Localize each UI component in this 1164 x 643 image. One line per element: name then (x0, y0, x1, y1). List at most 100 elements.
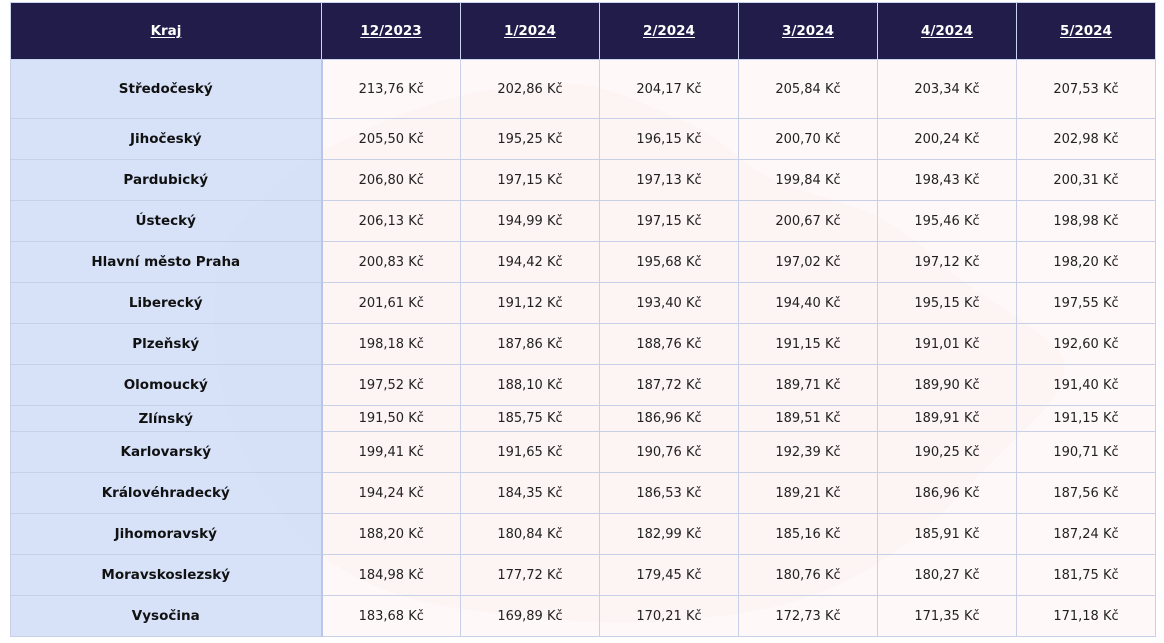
price-cell: 204,17 Kč (599, 59, 739, 119)
region-name-cell: Vysočina (10, 595, 323, 637)
price-cell: 205,50 Kč (321, 118, 461, 160)
price-cell: 191,01 Kč (877, 323, 1017, 365)
header-row: Kraj 12/2023 1/2024 2/2024 3/2024 4/2024… (10, 2, 1156, 60)
region-name-cell: Karlovarský (10, 431, 323, 473)
price-cell: 195,68 Kč (599, 241, 739, 283)
price-cell: 197,15 Kč (460, 159, 600, 201)
price-cell: 194,42 Kč (460, 241, 600, 283)
price-cell: 199,41 Kč (321, 431, 461, 473)
price-cell: 189,90 Kč (877, 364, 1017, 406)
region-name-cell: Pardubický (10, 159, 323, 201)
table-row: Jihočeský 205,50 Kč 195,25 Kč 196,15 Kč … (10, 118, 1156, 160)
price-cell: 191,50 Kč (321, 405, 461, 432)
region-name-cell: Ústecký (10, 200, 323, 242)
table-row: Královéhradecký 194,24 Kč 184,35 Kč 186,… (10, 472, 1156, 514)
region-name-cell: Olomoucký (10, 364, 323, 406)
price-cell: 189,21 Kč (738, 472, 878, 514)
price-cell: 206,80 Kč (321, 159, 461, 201)
price-cell: 195,15 Kč (877, 282, 1017, 324)
price-cell: 183,68 Kč (321, 595, 461, 637)
price-cell: 200,83 Kč (321, 241, 461, 283)
price-cell: 191,15 Kč (738, 323, 878, 365)
price-cell: 199,84 Kč (738, 159, 878, 201)
table-row: Hlavní město Praha 200,83 Kč 194,42 Kč 1… (10, 241, 1156, 283)
price-cell: 169,89 Kč (460, 595, 600, 637)
price-cell: 202,86 Kč (460, 59, 600, 119)
price-cell: 197,12 Kč (877, 241, 1017, 283)
table-row: Liberecký 201,61 Kč 191,12 Kč 193,40 Kč … (10, 282, 1156, 324)
price-cell: 195,25 Kč (460, 118, 600, 160)
table-row: Karlovarský 199,41 Kč 191,65 Kč 190,76 K… (10, 431, 1156, 473)
price-cell: 198,18 Kč (321, 323, 461, 365)
price-cell: 186,53 Kč (599, 472, 739, 514)
price-cell: 172,73 Kč (738, 595, 878, 637)
header-month[interactable]: 2/2024 (599, 2, 739, 60)
region-name-cell: Jihomoravský (10, 513, 323, 555)
table-row: Olomoucký 197,52 Kč 188,10 Kč 187,72 Kč … (10, 364, 1156, 406)
price-cell: 185,75 Kč (460, 405, 600, 432)
price-cell: 191,12 Kč (460, 282, 600, 324)
table-row: Plzeňský 198,18 Kč 187,86 Kč 188,76 Kč 1… (10, 323, 1156, 365)
price-cell: 181,75 Kč (1016, 554, 1156, 596)
price-cell: 200,24 Kč (877, 118, 1017, 160)
price-cell: 190,71 Kč (1016, 431, 1156, 473)
price-cell: 201,61 Kč (321, 282, 461, 324)
header-kraj[interactable]: Kraj (10, 2, 322, 60)
price-cell: 190,25 Kč (877, 431, 1017, 473)
price-cell: 197,55 Kč (1016, 282, 1156, 324)
header-month[interactable]: 4/2024 (877, 2, 1017, 60)
price-cell: 198,43 Kč (877, 159, 1017, 201)
price-cell: 194,40 Kč (738, 282, 878, 324)
price-cell: 203,34 Kč (877, 59, 1017, 119)
price-cell: 186,96 Kč (877, 472, 1017, 514)
price-cell: 182,99 Kč (599, 513, 739, 555)
price-cell: 194,99 Kč (460, 200, 600, 242)
header-month[interactable]: 5/2024 (1016, 2, 1156, 60)
price-cell: 180,27 Kč (877, 554, 1017, 596)
price-cell: 192,39 Kč (738, 431, 878, 473)
price-cell: 193,40 Kč (599, 282, 739, 324)
price-cell: 191,65 Kč (460, 431, 600, 473)
price-cell: 200,70 Kč (738, 118, 878, 160)
table-row: Zlínský 191,50 Kč 185,75 Kč 186,96 Kč 18… (10, 405, 1156, 432)
price-cell: 184,35 Kč (460, 472, 600, 514)
fuel-price-table: Kraj 12/2023 1/2024 2/2024 3/2024 4/2024… (10, 2, 1156, 637)
region-name-cell: Moravskoslezský (10, 554, 323, 596)
header-month[interactable]: 12/2023 (321, 2, 461, 60)
price-cell: 171,35 Kč (877, 595, 1017, 637)
price-cell: 187,24 Kč (1016, 513, 1156, 555)
region-name-cell: Plzeňský (10, 323, 323, 365)
price-cell: 177,72 Kč (460, 554, 600, 596)
price-cell: 192,60 Kč (1016, 323, 1156, 365)
price-cell: 188,76 Kč (599, 323, 739, 365)
price-cell: 198,98 Kč (1016, 200, 1156, 242)
price-cell: 195,46 Kč (877, 200, 1017, 242)
price-cell: 184,98 Kč (321, 554, 461, 596)
header-month[interactable]: 3/2024 (738, 2, 878, 60)
region-name-cell: Hlavní město Praha (10, 241, 323, 283)
table-row: Ústecký 206,13 Kč 194,99 Kč 197,15 Kč 20… (10, 200, 1156, 242)
region-name-cell: Liberecký (10, 282, 323, 324)
price-cell: 206,13 Kč (321, 200, 461, 242)
price-cell: 188,10 Kč (460, 364, 600, 406)
price-cell: 197,52 Kč (321, 364, 461, 406)
region-name-cell: Královéhradecký (10, 472, 323, 514)
price-cell: 191,40 Kč (1016, 364, 1156, 406)
price-cell: 196,15 Kč (599, 118, 739, 160)
price-cell: 213,76 Kč (321, 59, 461, 119)
price-cell: 189,91 Kč (877, 405, 1017, 432)
price-cell: 187,72 Kč (599, 364, 739, 406)
header-month[interactable]: 1/2024 (460, 2, 600, 60)
price-cell: 191,15 Kč (1016, 405, 1156, 432)
table-row: Středočeský 213,76 Kč 202,86 Kč 204,17 K… (10, 59, 1156, 119)
region-name-cell: Zlínský (10, 405, 323, 432)
table-row: Jihomoravský 188,20 Kč 180,84 Kč 182,99 … (10, 513, 1156, 555)
price-cell: 171,18 Kč (1016, 595, 1156, 637)
price-cell: 197,15 Kč (599, 200, 739, 242)
price-cell: 187,56 Kč (1016, 472, 1156, 514)
table-row: Pardubický 206,80 Kč 197,15 Kč 197,13 Kč… (10, 159, 1156, 201)
price-cell: 187,86 Kč (460, 323, 600, 365)
region-name-cell: Středočeský (10, 59, 323, 119)
price-cell: 185,91 Kč (877, 513, 1017, 555)
price-cell: 179,45 Kč (599, 554, 739, 596)
